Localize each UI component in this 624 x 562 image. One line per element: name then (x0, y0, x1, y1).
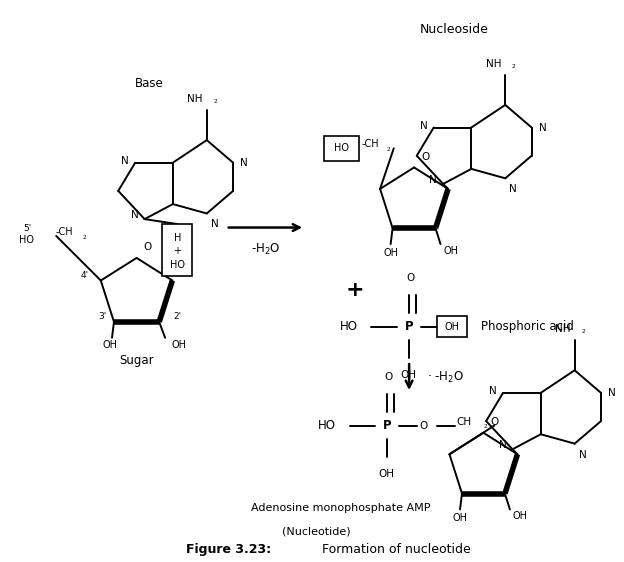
Text: NH: NH (187, 94, 203, 104)
Text: N: N (211, 219, 218, 229)
Text: Phosphoric acid: Phosphoric acid (482, 320, 574, 333)
Text: OH: OH (452, 513, 467, 523)
Text: N: N (608, 388, 616, 398)
Text: HO: HO (318, 419, 336, 432)
Text: N: N (420, 120, 428, 130)
Text: NH: NH (555, 324, 571, 334)
Text: OH: OH (171, 339, 186, 350)
Text: O: O (406, 273, 414, 283)
Text: N: N (578, 450, 587, 460)
Text: N: N (539, 123, 546, 133)
Text: N: N (489, 386, 497, 396)
Text: Sugar: Sugar (119, 354, 154, 368)
Text: -H$_2$O: -H$_2$O (251, 242, 280, 257)
Text: HO: HO (19, 235, 34, 245)
Text: OH: OH (102, 339, 117, 350)
Text: CH: CH (457, 416, 472, 427)
Text: O: O (384, 372, 392, 382)
Text: OH: OH (378, 469, 394, 479)
Text: -CH: -CH (361, 139, 379, 149)
Text: Base: Base (135, 77, 163, 90)
Text: -CH: -CH (55, 227, 73, 237)
Text: N: N (240, 158, 248, 167)
Text: Nucleoside: Nucleoside (419, 23, 488, 36)
Text: OH: OH (383, 248, 398, 258)
Text: 3': 3' (98, 312, 106, 321)
Text: $_2$: $_2$ (484, 422, 489, 431)
Text: OH: OH (444, 321, 459, 332)
Text: N: N (429, 175, 437, 185)
Text: Figure 3.23:: Figure 3.23: (186, 543, 271, 556)
Text: 5': 5' (23, 224, 31, 233)
Text: O: O (490, 417, 499, 427)
Text: Formation of nucleotide: Formation of nucleotide (322, 543, 470, 556)
Text: N: N (122, 156, 129, 166)
Text: HO: HO (170, 260, 185, 270)
Text: HO: HO (339, 320, 358, 333)
Text: (Nucleotide): (Nucleotide) (282, 527, 351, 537)
Text: HO: HO (334, 143, 349, 153)
Text: $_2$: $_2$ (82, 233, 87, 242)
Text: 1': 1' (182, 268, 190, 277)
Text: O: O (421, 152, 429, 161)
Text: 2': 2' (173, 312, 181, 321)
Text: P: P (405, 320, 414, 333)
Text: OH: OH (444, 246, 459, 256)
Text: H: H (173, 233, 181, 243)
Text: P: P (383, 419, 392, 432)
Bar (324, 136, 359, 161)
Text: N: N (509, 184, 517, 194)
Text: +: + (345, 280, 364, 300)
Text: OH: OH (400, 370, 416, 380)
Text: O: O (419, 420, 427, 430)
Text: $_2$: $_2$ (386, 145, 391, 154)
Bar (437, 316, 467, 337)
Text: $_2$: $_2$ (580, 327, 586, 336)
Text: Adenosine monophosphate AMP: Adenosine monophosphate AMP (251, 503, 430, 513)
Text: OH: OH (513, 511, 528, 522)
Text: O: O (144, 242, 152, 252)
Text: N: N (131, 210, 139, 220)
Text: $_2$: $_2$ (511, 62, 517, 71)
Text: $_2$: $_2$ (213, 97, 218, 106)
Text: N: N (499, 441, 507, 450)
Bar (162, 224, 192, 275)
Text: · -H$_2$O: · -H$_2$O (427, 369, 464, 384)
Text: NH: NH (486, 59, 501, 69)
Text: +: + (173, 246, 182, 256)
Text: 4': 4' (80, 271, 89, 280)
